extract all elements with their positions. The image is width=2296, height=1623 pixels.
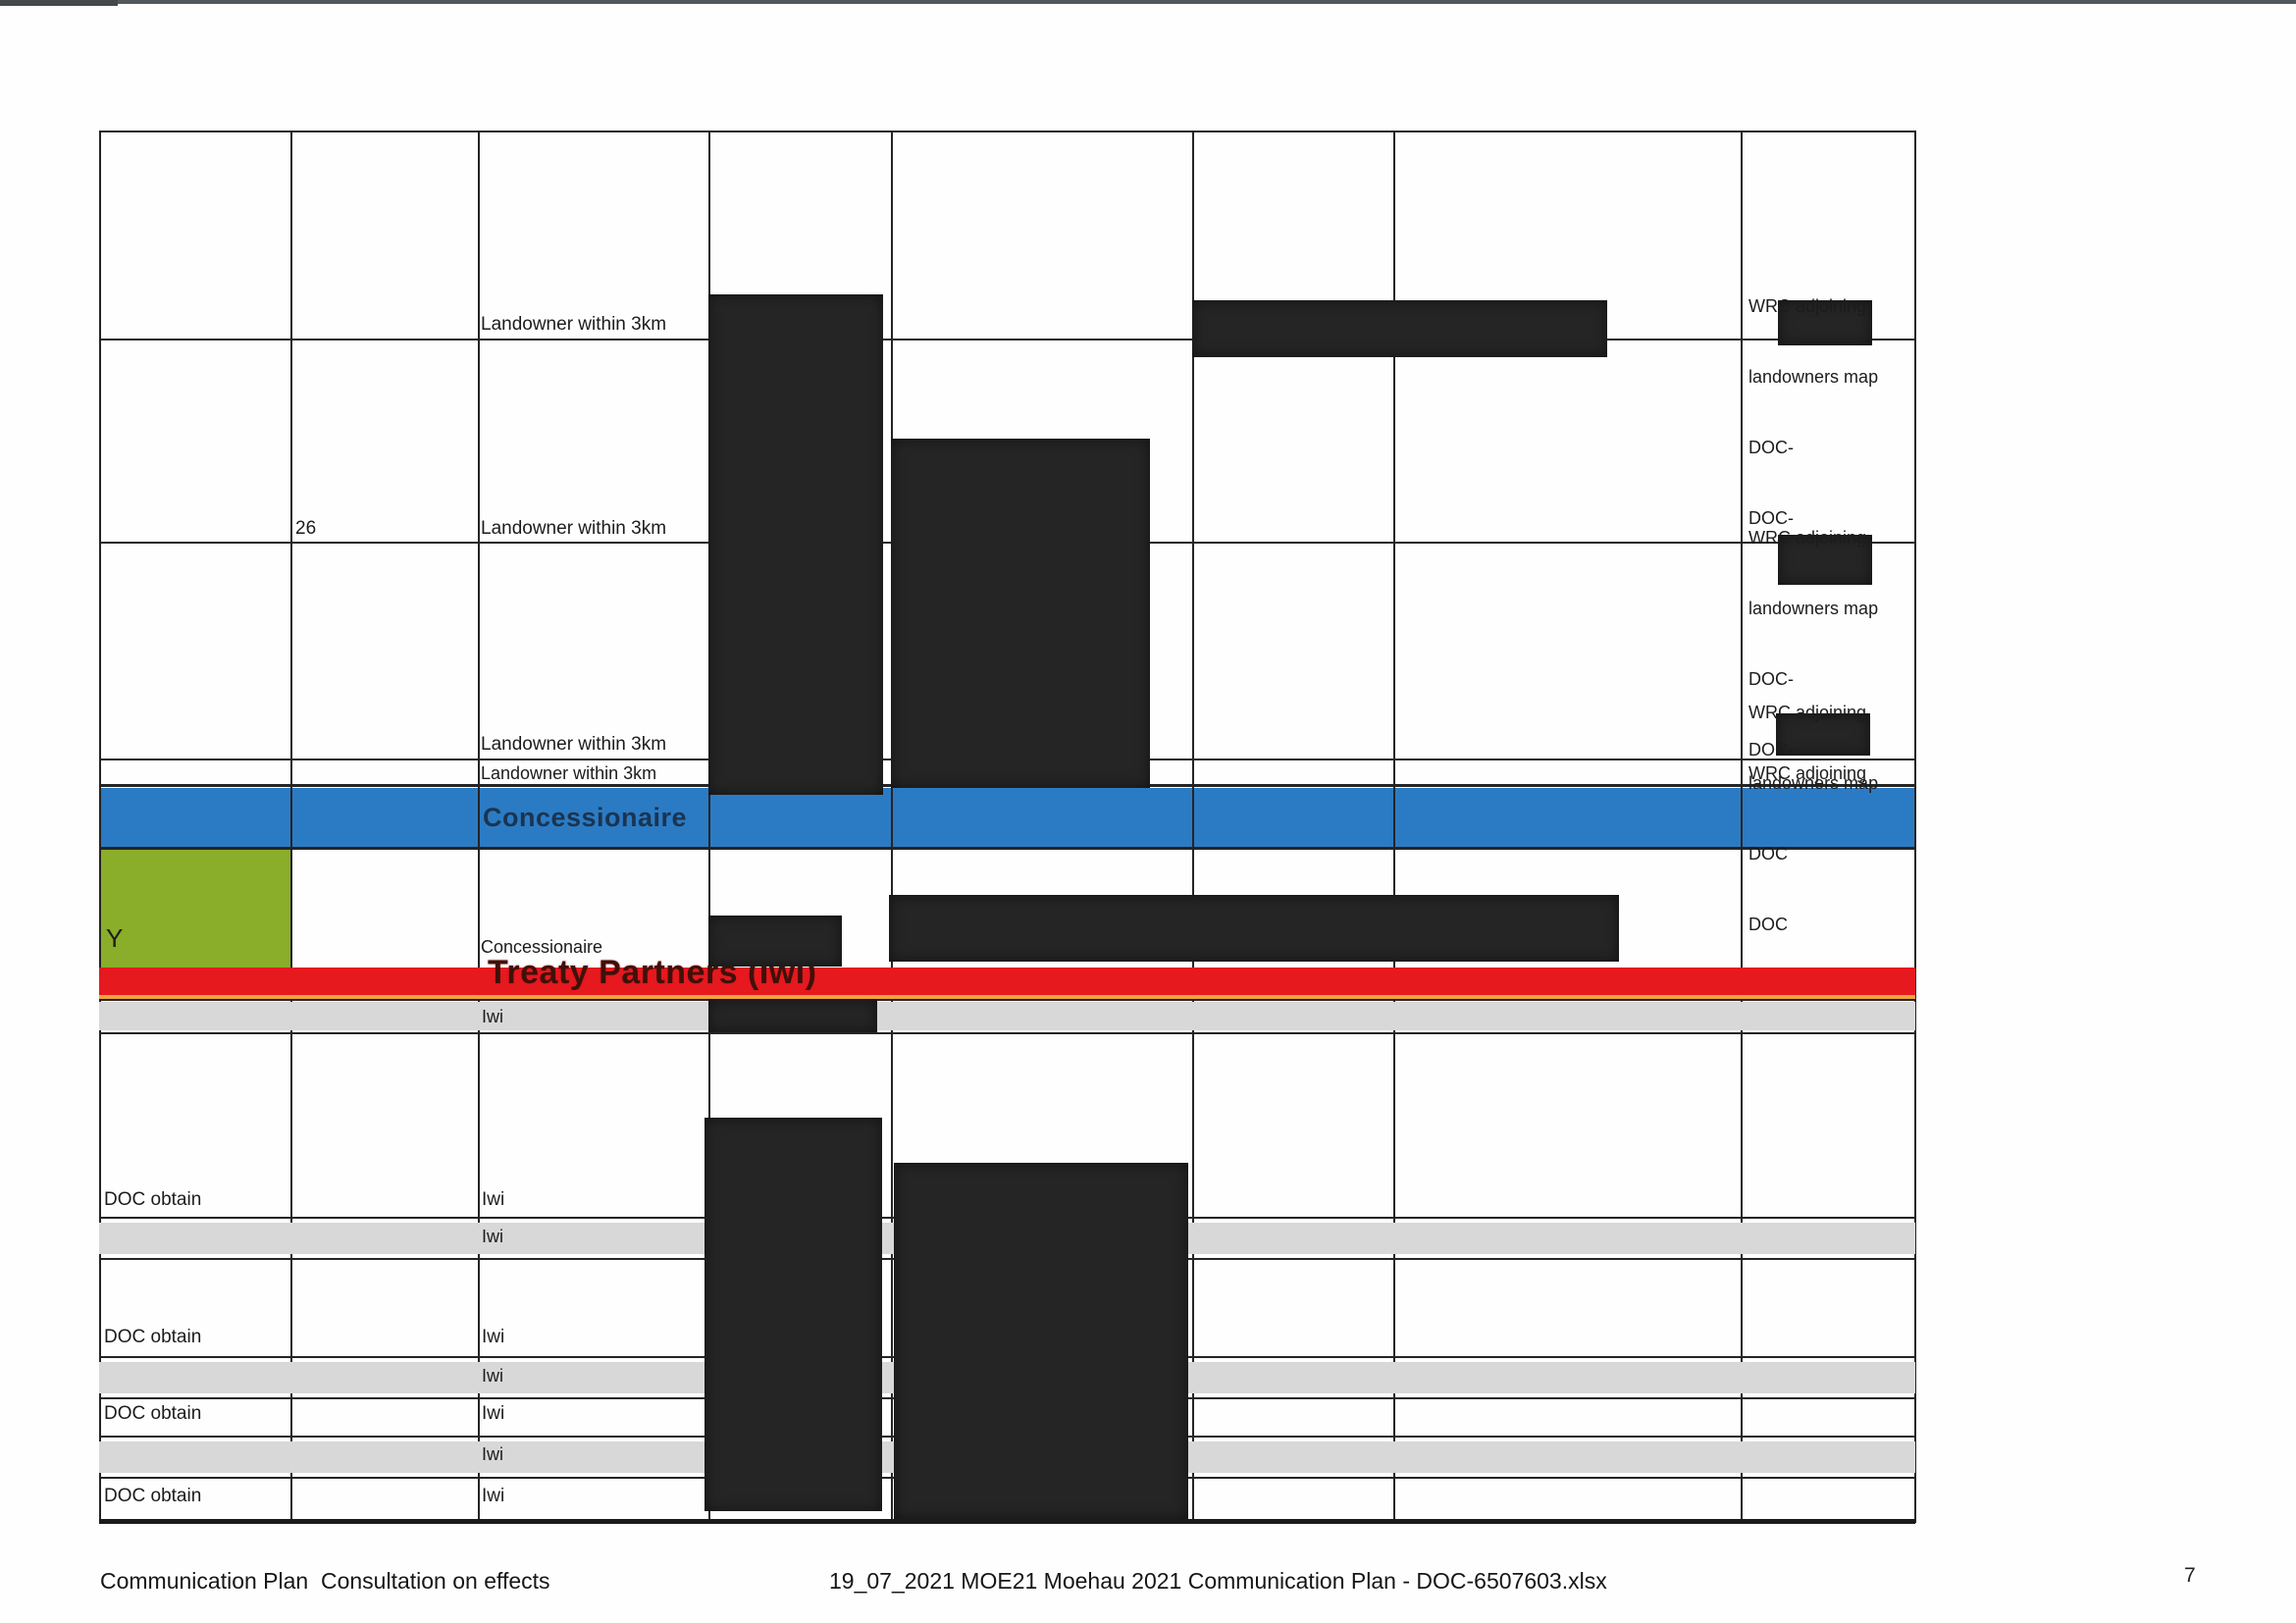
cell-doc-obtain: DOC obtain [104, 1189, 202, 1210]
redaction-box [889, 895, 1619, 962]
cell-iwi: Iwi [482, 1189, 505, 1210]
banner-underline [99, 995, 1915, 999]
redaction-box [1778, 300, 1872, 345]
grid-line [99, 131, 101, 1523]
grid-line [1914, 131, 1916, 1523]
footer-left: Communication Plan Consultation on effec… [100, 1568, 550, 1594]
redaction-box [1192, 300, 1607, 357]
iwi-gray-row [99, 1002, 1915, 1030]
footer-page-number: 7 [2184, 1564, 2196, 1587]
wrc-note-doc-ref: DOC- [1748, 740, 1794, 759]
cell-iwi: Iwi [482, 1486, 505, 1506]
cell-doc-obtain: DOC obtain [104, 1327, 202, 1347]
cell-row-ref: 26 [295, 518, 317, 539]
cell-landowner-3km: Landowner within 3km [481, 518, 667, 539]
redaction-box [708, 916, 842, 967]
grid-line [708, 131, 710, 1523]
cell-iwi: Iwi [482, 1444, 503, 1464]
grid-line [99, 131, 1915, 132]
redaction-box [894, 1163, 1188, 1519]
concessionaire-banner-row [99, 788, 1915, 848]
cell-concessionaire: Concessionaire [481, 937, 603, 957]
grid-line [99, 847, 1915, 850]
grid-line [1192, 131, 1194, 1523]
redaction-box [891, 439, 1150, 788]
cell-landowner-3km: Landowner within 3km [481, 734, 667, 755]
grid-line [99, 339, 1915, 340]
redaction-box [1776, 713, 1870, 756]
wrc-note-block: WRC adjoining landowners map DOC- DOC- [1748, 479, 1878, 809]
wrc-note-line: landowners map [1748, 773, 1879, 793]
wrc-note-block: WRC adjoining landowners map DOC DOC [1748, 654, 1878, 983]
redaction-box [708, 294, 883, 795]
wrc-note-block: WRC adjoining landowners map DOC- DOC- [1748, 247, 1878, 577]
cell-landowner-3km: Landowner within 3km [481, 314, 667, 335]
grid-line [1741, 131, 1743, 1523]
cell-iwi: Iwi [482, 1007, 503, 1026]
grid-line [99, 1519, 1915, 1524]
redaction-box [704, 1118, 882, 1511]
redaction-box [1778, 535, 1872, 585]
banner-concessionaire: Concessionaire [483, 803, 688, 832]
wrc-note-doc-ref: DOC- [1748, 508, 1794, 528]
wrc-note-doc-ref: DOC- [1748, 438, 1794, 457]
treaty-partners-banner-row [99, 968, 1915, 995]
cell-doc-obtain: DOC obtain [104, 1486, 202, 1506]
wrc-note-line: WRC adjoining [1748, 763, 1867, 783]
green-flag-cell [99, 850, 290, 968]
cell-iwi: Iwi [482, 1327, 505, 1347]
wrc-note-line: WRC adjoining [1748, 528, 1867, 548]
wrc-note-line: WRC adjoining [1748, 296, 1867, 316]
grid-line [891, 131, 893, 1523]
grid-line [290, 131, 292, 1523]
cell-iwi: Iwi [482, 1227, 503, 1246]
scan-artifact-top-left [0, 0, 118, 6]
cell-iwi: Iwi [482, 1366, 503, 1386]
wrc-note-doc-ref: DOC [1748, 844, 1788, 864]
grid-line [478, 131, 480, 1523]
cell-doc-obtain: DOC obtain [104, 1403, 202, 1424]
cell-iwi: Iwi [482, 1403, 505, 1424]
grid-line [99, 999, 1915, 1001]
wrc-note-line: landowners map [1748, 367, 1879, 387]
redaction-box [708, 999, 877, 1032]
scan-artifact-top [0, 0, 2296, 4]
cell-landowner-3km: Landowner within 3km [481, 763, 657, 783]
wrc-note-doc-ref: DOC [1748, 915, 1788, 934]
wrc-note-line: landowners map [1748, 599, 1879, 618]
wrc-note-line: WRC adjoining [1748, 703, 1867, 722]
wrc-note-doc-ref: DOC- [1748, 669, 1794, 689]
footer-filename: 19_07_2021 MOE21 Moehau 2021 Communicati… [829, 1568, 1607, 1594]
grid-line [1393, 131, 1395, 1523]
grid-line [99, 1032, 1915, 1034]
cell-y-flag: Y [106, 923, 124, 953]
